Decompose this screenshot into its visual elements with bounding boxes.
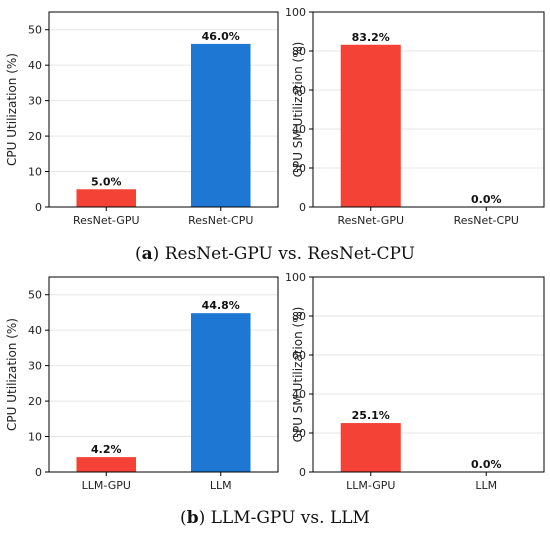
chart-2-ylabel: GPU SM Utilization (%) xyxy=(291,42,305,178)
chart-3-ytick-label-4: 40 xyxy=(28,324,42,337)
chart-2-xtick-label-2: ResNet-CPU xyxy=(454,214,519,227)
chart-4-ytick-label-5: 100 xyxy=(285,271,306,284)
chart-2-ytick-label-2: 40 xyxy=(292,123,306,136)
chart-3-xtick-label-1: LLM-GPU xyxy=(82,479,131,492)
chart-1-xtick-label-2: ResNet-CPU xyxy=(188,214,253,227)
chart-2-data-label-2: 0.0% xyxy=(471,193,502,206)
chart-3-ytick-label-1: 10 xyxy=(28,431,42,444)
caption-a-text: ResNet-GPU vs. ResNet-CPU xyxy=(159,244,415,264)
chart-1-ytick-label-0: 0 xyxy=(35,201,42,214)
chart-4-data-label-1: 25.1% xyxy=(352,409,390,422)
chart-1-data-label-1: 5.0% xyxy=(91,175,122,188)
chart-1-ytick-label-5: 50 xyxy=(28,24,42,37)
chart-3-frame xyxy=(48,276,279,473)
chart-4-xtick-label-2: LLM xyxy=(475,479,497,492)
chart-2-ytick-label-4: 80 xyxy=(292,45,306,58)
chart-1-ytick-label-2: 20 xyxy=(28,130,42,143)
chart-1-bar-1 xyxy=(76,189,137,207)
chart-1-ytick-label-1: 10 xyxy=(28,166,42,179)
chart-3-ytick-label-3: 30 xyxy=(28,360,42,373)
chart-4-bar-1 xyxy=(340,423,401,472)
chart-4-ylabel: GPU SM Utilization (%) xyxy=(291,307,305,443)
chart-2-bar-1 xyxy=(340,44,401,208)
chart-4-ytick-label-0: 0 xyxy=(299,466,306,479)
chart-4-xtick-label-1: LLM-GPU xyxy=(346,479,395,492)
chart-4-ytick-label-4: 80 xyxy=(292,310,306,323)
chart-3-data-label-1: 4.2% xyxy=(91,443,122,456)
chart-2-ytick-label-3: 60 xyxy=(292,84,306,97)
chart-3-bar-2 xyxy=(190,313,251,472)
chart-1-data-label-2: 46.0% xyxy=(202,30,240,43)
chart-3-ylabel: CPU Utilization (%) xyxy=(5,318,19,431)
chart-1-frame xyxy=(48,11,279,208)
caption-b-letter: b xyxy=(186,508,199,528)
chart-2-ytick-label-1: 20 xyxy=(292,162,306,175)
chart-1-ytick-label-4: 40 xyxy=(28,59,42,72)
chart-4-frame xyxy=(312,276,545,473)
chart-3-xtick-label-2: LLM xyxy=(210,479,232,492)
chart-1-bar-2 xyxy=(190,43,251,208)
caption-a: (a) ResNet-GPU vs. ResNet-CPU xyxy=(135,244,415,264)
chart-2-ytick-label-0: 0 xyxy=(299,201,306,214)
chart-3-bar-1 xyxy=(76,457,137,472)
chart-2-data-label-1: 83.2% xyxy=(352,31,390,44)
chart-3-ytick-label-5: 50 xyxy=(28,289,42,302)
chart-4-ytick-label-2: 40 xyxy=(292,388,306,401)
chart-1-xtick-label-1: ResNet-GPU xyxy=(73,214,140,227)
chart-3-data-label-2: 44.8% xyxy=(202,299,240,312)
chart-4-ytick-label-3: 60 xyxy=(292,349,306,362)
caption-b: (b) LLM-GPU vs. LLM xyxy=(180,508,370,528)
chart-1-ylabel: CPU Utilization (%) xyxy=(5,53,19,166)
chart-1-ytick-label-3: 30 xyxy=(28,95,42,108)
chart-2-ytick-label-5: 100 xyxy=(285,6,306,19)
chart-4-data-label-2: 0.0% xyxy=(471,458,502,471)
chart-3-ytick-label-2: 20 xyxy=(28,395,42,408)
chart-2-xtick-label-1: ResNet-GPU xyxy=(337,214,404,227)
chart-4-ytick-label-1: 20 xyxy=(292,427,306,440)
chart-3-ytick-label-0: 0 xyxy=(35,466,42,479)
chart-2-frame xyxy=(312,11,545,208)
caption-a-letter: a xyxy=(141,244,153,264)
caption-b-text: LLM-GPU vs. LLM xyxy=(205,508,370,528)
